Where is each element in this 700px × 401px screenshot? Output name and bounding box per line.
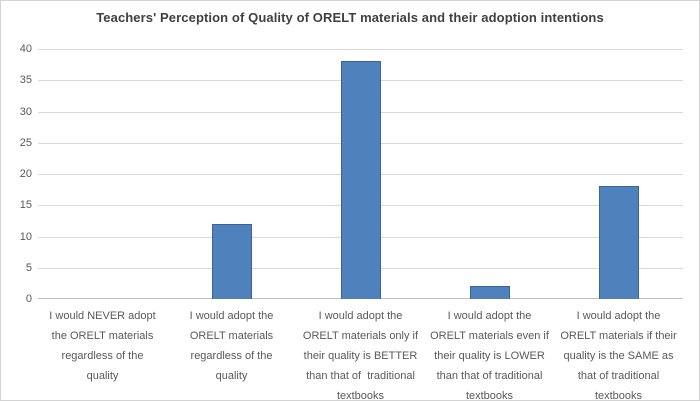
chart-title: Teachers' Perception of Quality of ORELT… <box>96 10 604 25</box>
x-category-line: ORELT materials if their <box>560 330 677 342</box>
x-category-line: their quality is LOWER <box>434 350 545 362</box>
plot-area <box>38 49 683 299</box>
y-tick-label: 35 <box>19 74 32 86</box>
x-category-label: I would adopt the ORELT materials even if… <box>425 306 554 401</box>
x-category-line: I would NEVER adopt <box>49 310 156 322</box>
x-category-line: that of traditional <box>577 370 660 382</box>
y-axis: 0 5 10 15 20 25 30 35 40 <box>1 43 32 305</box>
x-category-line: textbooks <box>594 390 643 401</box>
x-category-line: I would adopt the <box>318 310 403 322</box>
x-category-label: I would adopt the ORELT materials if thei… <box>554 306 683 401</box>
x-category-line: quality <box>215 370 248 382</box>
x-category-line: I would adopt the <box>189 310 274 322</box>
y-tick-label: 10 <box>19 231 32 243</box>
bar-category-5 <box>599 186 639 299</box>
x-category-line: quality is the SAME as <box>563 350 674 362</box>
bar-category-3 <box>341 61 381 299</box>
gridline <box>38 49 683 50</box>
x-category-line: textbooks <box>336 390 385 401</box>
x-category-label: I would adopt the ORELT materials only if… <box>296 306 425 401</box>
x-category-line: I would adopt the <box>447 310 532 322</box>
x-axis-category-labels: I would NEVER adopt the ORELT materials re… <box>38 306 683 401</box>
y-tick-label: 20 <box>19 168 32 180</box>
x-category-line: ORELT materials <box>189 330 274 342</box>
x-category-label: I would NEVER adopt the ORELT materials re… <box>38 306 167 400</box>
x-category-line: their quality is BETTER <box>303 350 418 362</box>
y-tick-label: 15 <box>19 199 32 211</box>
x-category-line: than that of traditional <box>436 370 543 382</box>
x-category-line: regardless of the <box>61 350 144 362</box>
x-category-line: the ORELT materials <box>51 330 154 342</box>
y-tick-label: 30 <box>19 106 32 118</box>
y-tick-label: 5 <box>25 262 32 274</box>
bar-category-4 <box>470 286 510 299</box>
x-category-line: I would adopt the <box>576 310 661 322</box>
x-category-line: than that of traditional <box>306 370 415 382</box>
x-category-line: regardless of the <box>190 350 273 362</box>
x-category-label: I would adopt the ORELT materials regardle… <box>167 306 296 400</box>
x-category-line: ORELT materials even if <box>430 330 549 342</box>
y-tick-label: 25 <box>19 137 32 149</box>
x-category-line: ORELT materials only if <box>302 330 419 342</box>
y-tick-label: 40 <box>19 43 32 55</box>
x-category-line: quality <box>86 370 119 382</box>
bar-category-2 <box>212 224 252 299</box>
x-category-line: textbooks <box>465 390 514 401</box>
y-tick-label: 0 <box>25 293 32 305</box>
